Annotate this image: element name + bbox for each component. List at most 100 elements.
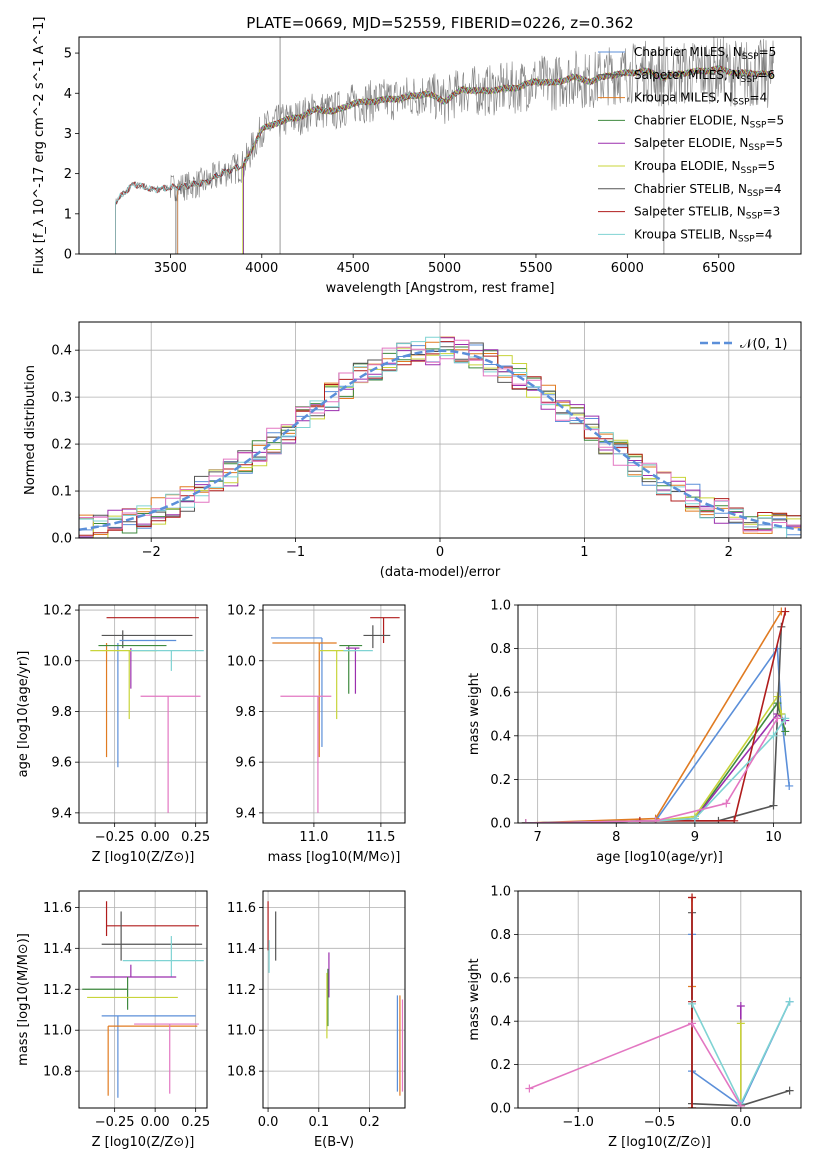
plot-area	[90, 618, 203, 813]
errorbar-point	[102, 1016, 196, 1098]
tick-label-x: 5500	[519, 261, 552, 276]
tick-label-y: 0.0	[490, 817, 511, 832]
tick-label-x: −2	[142, 545, 161, 560]
axis-label-y: mass weight	[467, 673, 482, 755]
tick-label-y: 11.6	[43, 901, 72, 916]
tick-label-y: 0.2	[490, 773, 511, 788]
tick-label-x: 4000	[245, 261, 278, 276]
tick-label-y: 10.2	[227, 604, 256, 619]
tick-label-x: 4500	[337, 261, 370, 276]
panel-spectrum: 3500 4000 4500 5000 5500 6000 6500 0 1 2 3 4 5 wavele…	[32, 17, 801, 296]
tick-label-x: 1	[580, 545, 588, 560]
legend-label: Chabrier MILES, NSSP=5	[634, 45, 776, 62]
tick-label-y: 1.0	[490, 599, 511, 614]
legend-label: Salpeter ELODIE, NSSP=5	[634, 136, 783, 153]
plot-area	[522, 608, 793, 827]
tick-label-y: 0.2	[51, 438, 72, 453]
errorbar-point	[363, 625, 390, 648]
tick-label-x: 2	[725, 545, 733, 560]
panel-age_vs_mass: 11.0 11.5 9.4 9.6 9.8 10.0 10.2 mass [log10(M/M…	[227, 604, 405, 865]
axis-label-y: age [log10(age/yr)]	[16, 651, 31, 778]
legend-label: Chabrier ELODIE, NSSP=5	[634, 113, 784, 130]
mass-weight-marker	[722, 799, 730, 807]
tick-label-x: 5000	[428, 261, 461, 276]
axis-label-x: E(B-V)	[314, 1135, 354, 1150]
mass-weight-line	[526, 627, 781, 823]
mass-weight-marker	[688, 1000, 696, 1008]
axis-label-x: age [log10(age/yr)]	[596, 850, 723, 865]
errorbar-point	[102, 911, 202, 960]
axis-label-x: mass [log10(M/M⊙)]	[268, 850, 401, 865]
tick-label-y: 0	[64, 248, 72, 263]
figure-title: PLATE=0669, MJD=52559, FIBERID=0226, z=0…	[246, 14, 633, 32]
mass-weight-marker	[737, 1019, 745, 1027]
axes-frame	[79, 605, 207, 823]
panel-mass_weight_vs_age: 7 8 9 100.00.20.40.60.81.0age [log10(age/yr…	[467, 599, 801, 866]
tick-label-y: 11.2	[227, 983, 256, 998]
axes-frame	[263, 891, 405, 1108]
tick-label-y: 0.4	[490, 1015, 511, 1030]
errorbar-point	[107, 901, 199, 936]
tick-label-y: 11.2	[43, 983, 72, 998]
tick-label-y: 4	[64, 87, 72, 102]
tick-label-x: 10	[765, 830, 782, 845]
tick-label-x: 0.00	[141, 830, 170, 845]
errorbar-point	[123, 936, 204, 977]
legend-label: Salpeter STELIB, NSSP=3	[634, 205, 780, 222]
mass-weight-marker	[769, 802, 777, 810]
figure: PLATE=0669, MJD=52559, FIBERID=0226, z=0…	[0, 0, 819, 1170]
tick-label-y: 0.4	[51, 344, 72, 359]
tick-label-y: 9.8	[235, 705, 256, 720]
tick-label-y: 1.0	[490, 885, 511, 900]
tick-label-y: 0.8	[490, 928, 511, 943]
tick-label-x: 11.0	[299, 830, 328, 845]
tick-label-y: 0.0	[51, 532, 72, 547]
errorbar-point	[280, 696, 331, 813]
axis-label-y: Flux [f_λ 10^-17 erg cm^-2 s^-1 A^-1]	[32, 17, 47, 275]
tick-label-y: 9.4	[51, 806, 72, 821]
tick-label-y: 10.8	[227, 1065, 256, 1080]
tick-label-x: 0.00	[141, 1115, 170, 1130]
tick-label-x: −0.25	[95, 830, 135, 845]
mass-weight-line	[526, 612, 781, 824]
errorbar-point	[272, 643, 336, 757]
errorbar-point	[339, 646, 362, 694]
legend-label: 𝒩(0, 1)	[740, 337, 787, 352]
errorbar-point	[90, 965, 176, 977]
mass-weight-line	[526, 703, 785, 823]
panel-mass_vs_EBV: 0.0 0.1 0.2 10.8 11.0 11.2 11.4 11.6 E(B-V)	[227, 891, 405, 1150]
errorbar-point	[370, 618, 399, 643]
mass-weight-marker	[781, 608, 789, 616]
panel-residuals: −2 −1 0 1 20.00.10.20.30.4(data-model)/error…	[23, 322, 801, 580]
tick-label-y: 0.4	[490, 729, 511, 744]
axes-frame	[79, 891, 207, 1108]
axis-label-x: wavelength [Angstrom, rest frame]	[326, 281, 555, 296]
errorbar-point	[141, 696, 201, 813]
tick-label-y: 11.0	[227, 1024, 256, 1039]
tick-label-x: 6500	[702, 261, 735, 276]
tick-label-x: 7	[534, 830, 542, 845]
tick-label-y: 0.6	[490, 686, 511, 701]
tick-label-y: 5	[64, 47, 72, 62]
axis-label-x: Z [log10(Z/Z⊙)]	[92, 850, 195, 865]
tick-label-y: 9.6	[235, 756, 256, 771]
tick-label-x: 0	[436, 545, 444, 560]
tick-label-y: 0.6	[490, 971, 511, 986]
tick-label-y: 3	[64, 127, 72, 142]
mass-weight-marker	[777, 710, 785, 718]
tick-label-y: 0.8	[490, 642, 511, 657]
mass-weight-marker	[785, 782, 793, 790]
axis-label-x: Z [log10(Z/Z⊙)]	[92, 1135, 195, 1150]
errorbar-point	[108, 1026, 197, 1096]
tick-label-x: 0.1	[308, 1115, 329, 1130]
tick-label-x: 0.0	[730, 1115, 751, 1130]
tick-label-x: −0.5	[644, 1115, 676, 1130]
tick-label-x: 6000	[611, 261, 644, 276]
tick-label-x: 3500	[154, 261, 187, 276]
legend-label: Kroupa ELODIE, NSSP=5	[634, 159, 775, 176]
plot-area	[82, 901, 204, 1098]
plot-area	[268, 901, 402, 1095]
tick-label-y: 9.8	[51, 705, 72, 720]
tick-label-y: 1	[64, 207, 72, 222]
tick-label-y: 10.0	[43, 654, 72, 669]
